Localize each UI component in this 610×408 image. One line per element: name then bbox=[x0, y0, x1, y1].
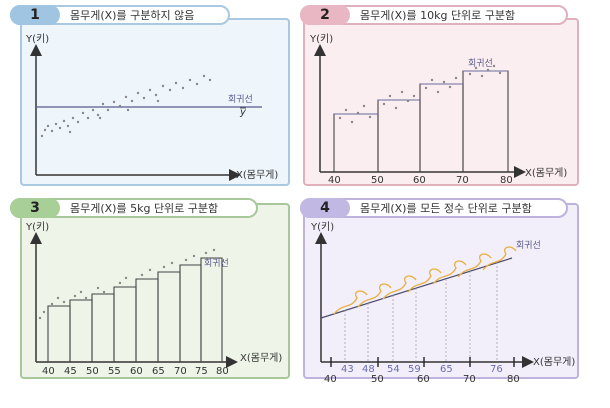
panel-3-x-label: X(몸무게) bbox=[240, 352, 282, 364]
panel-1-header: 1 몸무게(X)를 구분하지 않음 bbox=[10, 5, 230, 25]
panel-3-header: 3 몸무게(X)를 5kg 단위로 구분함 bbox=[10, 198, 258, 218]
panel-1 bbox=[20, 18, 290, 186]
panel-3-tick-40: 40 bbox=[42, 366, 55, 377]
panel-2-chart: Y(키) 회귀선 40 50 60 70 80 X(몸무게) bbox=[309, 33, 567, 186]
panel-4-chart: Y(키) 회귀선 43 48 54 59 65 76 40 50 60 70 8… bbox=[310, 221, 575, 385]
panel-4-x-label: X(몸무게) bbox=[533, 356, 575, 368]
panel-3-bins bbox=[47, 257, 223, 362]
panel-2-x-label: X(몸무게) bbox=[525, 167, 567, 179]
panel-2-tick-40: 40 bbox=[328, 175, 341, 186]
panel-4-major-ticks bbox=[330, 357, 515, 367]
panel-2-title: 몸무게(X)를 10kg 단위로 구분함 bbox=[360, 9, 516, 22]
panel-4-tick-70: 70 bbox=[463, 374, 476, 385]
panel-1-ybar-label: y bbox=[239, 107, 247, 118]
panel-4-regression-line bbox=[320, 257, 513, 319]
panel-1-y-label: Y(키) bbox=[25, 33, 49, 45]
panel-4-distribution-curves bbox=[333, 246, 517, 315]
panel-4-tick-48: 48 bbox=[362, 364, 375, 375]
panel-4-tick-50: 50 bbox=[371, 374, 384, 385]
panel-4-tick-40: 40 bbox=[324, 374, 337, 385]
panel-3-regression-label: 회귀선 bbox=[204, 258, 229, 269]
panel-3-number: 3 bbox=[10, 198, 60, 218]
panel-3-tick-50: 50 bbox=[86, 366, 99, 377]
panel-3-tick-65: 65 bbox=[152, 366, 165, 377]
panel-1-x-label: X(몸무게) bbox=[236, 169, 278, 181]
panel-4-tick-60: 60 bbox=[417, 374, 430, 385]
panel-4 bbox=[303, 203, 579, 379]
panel-3-tick-75: 75 bbox=[195, 366, 208, 377]
panel-4-number: 4 bbox=[300, 198, 350, 218]
panel-4-regression-label: 회귀선 bbox=[516, 240, 541, 251]
panel-2 bbox=[303, 18, 579, 186]
panel-2-bins bbox=[333, 70, 509, 172]
panel-4-tick-80: 80 bbox=[507, 374, 520, 385]
panel-2-tick-60: 60 bbox=[413, 175, 426, 186]
panel-3-scatter bbox=[38, 248, 216, 320]
panel-1-number: 1 bbox=[10, 5, 60, 25]
panel-2-tick-80: 80 bbox=[500, 175, 513, 186]
panel-4-guides bbox=[344, 262, 498, 362]
panel-3-title: 몸무게(X)를 5kg 단위로 구분함 bbox=[70, 202, 219, 215]
panel-2-tick-50: 50 bbox=[371, 175, 384, 186]
panel-2-number: 2 bbox=[300, 5, 350, 25]
panel-2-tick-70: 70 bbox=[456, 175, 469, 186]
panel-4-tick-76: 76 bbox=[490, 364, 503, 375]
panel-4-tick-54: 54 bbox=[387, 364, 400, 375]
panel-3-tick-55: 55 bbox=[108, 366, 121, 377]
panel-4-y-label: Y(키) bbox=[310, 221, 334, 233]
panel-2-bin-means bbox=[334, 70, 508, 115]
panel-2-y-label: Y(키) bbox=[309, 33, 333, 45]
panel-3-tick-45: 45 bbox=[64, 366, 77, 377]
panel-3-chart: Y(키) 회귀선 40 45 50 55 60 65 70 75 80 X(몸무… bbox=[25, 221, 282, 377]
panel-3-tick-60: 60 bbox=[130, 366, 143, 377]
panel-4-header: 4 몸무게(X)를 모든 정수 단위로 구분함 bbox=[300, 198, 568, 218]
panel-1-title: 몸무게(X)를 구분하지 않음 bbox=[70, 9, 195, 22]
panel-4-tick-59: 59 bbox=[408, 364, 421, 375]
panel-2-scatter bbox=[338, 64, 502, 124]
panel-3-tick-80: 80 bbox=[216, 366, 229, 377]
panel-4-tick-43: 43 bbox=[341, 364, 354, 375]
panel-2-regression-label: 회귀선 bbox=[468, 58, 493, 69]
panel-1-chart: Y(키) 회귀선 y X(몸무게) bbox=[25, 33, 278, 181]
panel-3 bbox=[20, 203, 290, 379]
panel-2-header: 2 몸무게(X)를 10kg 단위로 구분함 bbox=[300, 5, 568, 25]
panel-3-tick-70: 70 bbox=[174, 366, 187, 377]
panel-4-tick-65: 65 bbox=[440, 364, 453, 375]
panel-1-regression-label: 회귀선 bbox=[228, 94, 253, 105]
panel-3-y-label: Y(키) bbox=[25, 221, 49, 233]
panel-4-title: 몸무게(X)를 모든 정수 단위로 구분함 bbox=[360, 202, 532, 215]
panel-1-scatter bbox=[40, 74, 212, 138]
